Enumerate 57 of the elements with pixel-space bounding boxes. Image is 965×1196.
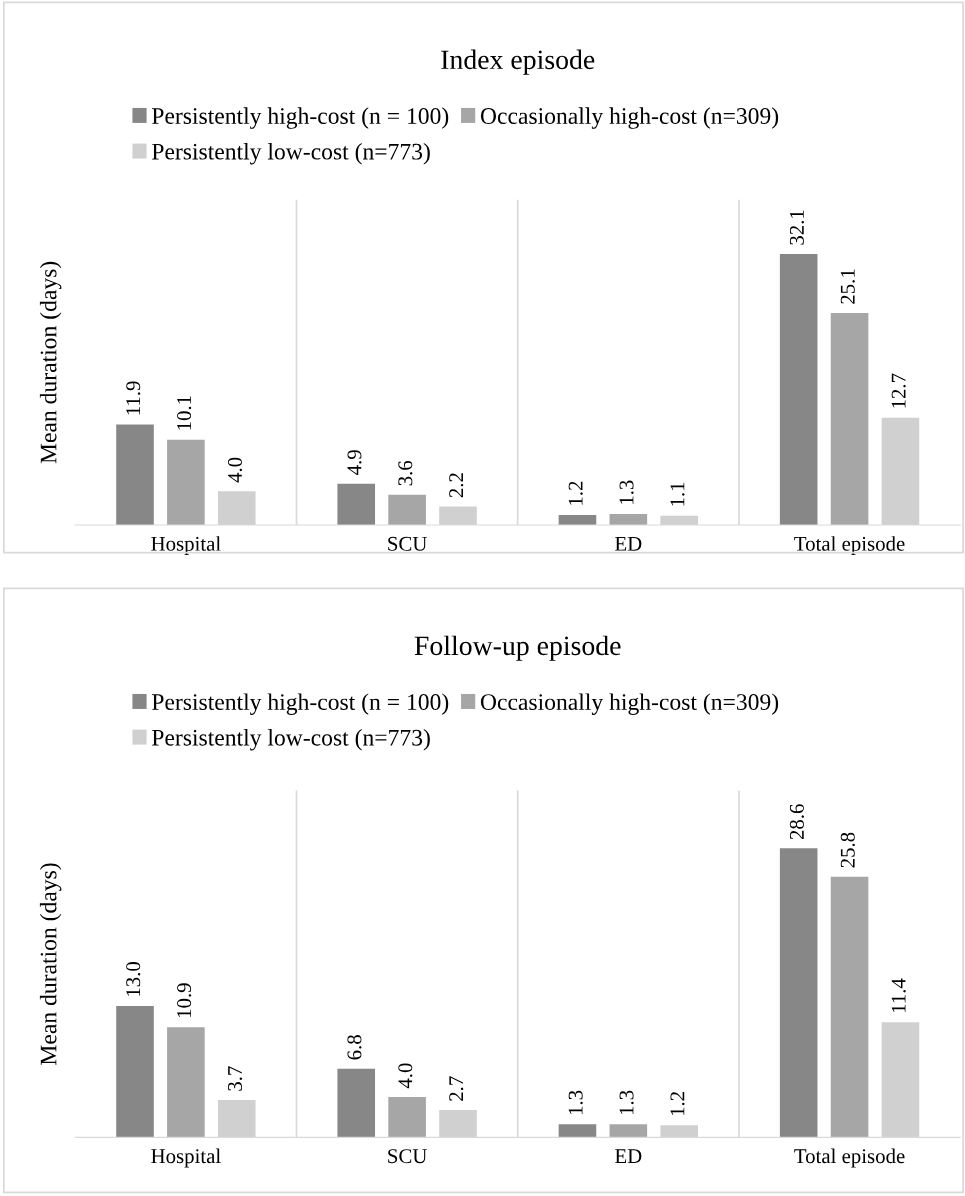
bar	[167, 1027, 205, 1138]
bar	[388, 494, 426, 526]
y-axis-title: Mean duration (days)	[39, 863, 62, 1065]
data-label: 2.2	[449, 473, 464, 498]
data-label: 32.1	[789, 210, 804, 245]
legend-label: Occasionally high-cost (n=309)	[480, 107, 779, 129]
data-label: 25.8	[840, 832, 855, 868]
bar	[116, 1006, 154, 1138]
legend-label: Persistently low-cost (n=773)	[151, 143, 430, 165]
bar	[388, 1096, 426, 1138]
data-label: 4.0	[398, 1063, 413, 1089]
data-label: 1.3	[619, 480, 634, 504]
bar	[337, 1068, 376, 1138]
data-label: 6.8	[347, 1035, 362, 1060]
data-label: 3.7	[227, 1066, 243, 1091]
data-label: 1.3	[568, 1090, 583, 1115]
x-tick-label: Total episode	[794, 536, 905, 556]
x-tick-label: SCU	[388, 1149, 427, 1164]
data-label: 10.1	[177, 396, 192, 430]
data-label: 3.6	[398, 460, 413, 486]
x-tick-label: SCU	[388, 536, 427, 551]
data-label: 1.3	[619, 1090, 634, 1115]
x-tick-label: Hospital	[151, 536, 221, 556]
x-tick-label: ED	[615, 536, 642, 551]
y-axis-title: Mean duration (days)	[39, 261, 62, 464]
bar	[167, 439, 205, 526]
legend-label: Occasionally high-cost (n=309)	[480, 693, 779, 715]
data-label: 11.9	[126, 381, 141, 415]
bar	[830, 876, 869, 1138]
bar	[830, 313, 869, 526]
bar	[779, 253, 818, 526]
data-label: 1.1	[670, 482, 685, 506]
data-label: 1.2	[568, 481, 583, 505]
chart-title: Follow-up episode	[414, 635, 621, 661]
chart-title: Index episode	[441, 49, 595, 75]
bar	[337, 483, 376, 526]
legend-label: Persistently low-cost (n=773)	[151, 729, 430, 751]
data-label: 11.4	[891, 978, 906, 1013]
bar	[558, 1124, 597, 1138]
bar	[609, 514, 648, 526]
data-label: 10.9	[177, 983, 192, 1018]
data-label: 4.9	[347, 450, 362, 475]
data-label: 4.0	[227, 457, 243, 483]
legend-label: Persistently high-cost (n = 100)	[151, 693, 449, 715]
bar	[779, 848, 818, 1138]
data-label: 2.7	[449, 1076, 464, 1101]
data-label: 12.7	[891, 373, 906, 408]
data-label: 1.2	[670, 1092, 685, 1116]
x-tick-label: Total episode	[794, 1148, 905, 1168]
x-tick-label: Hospital	[151, 1148, 221, 1168]
data-label: 13.0	[126, 962, 141, 996]
data-label: 28.6	[789, 804, 804, 840]
bar	[609, 1124, 648, 1138]
legend-label: Persistently high-cost (n = 100)	[151, 107, 449, 129]
bar	[116, 424, 154, 526]
data-label: 25.1	[840, 269, 855, 304]
x-tick-label: ED	[615, 1149, 642, 1164]
